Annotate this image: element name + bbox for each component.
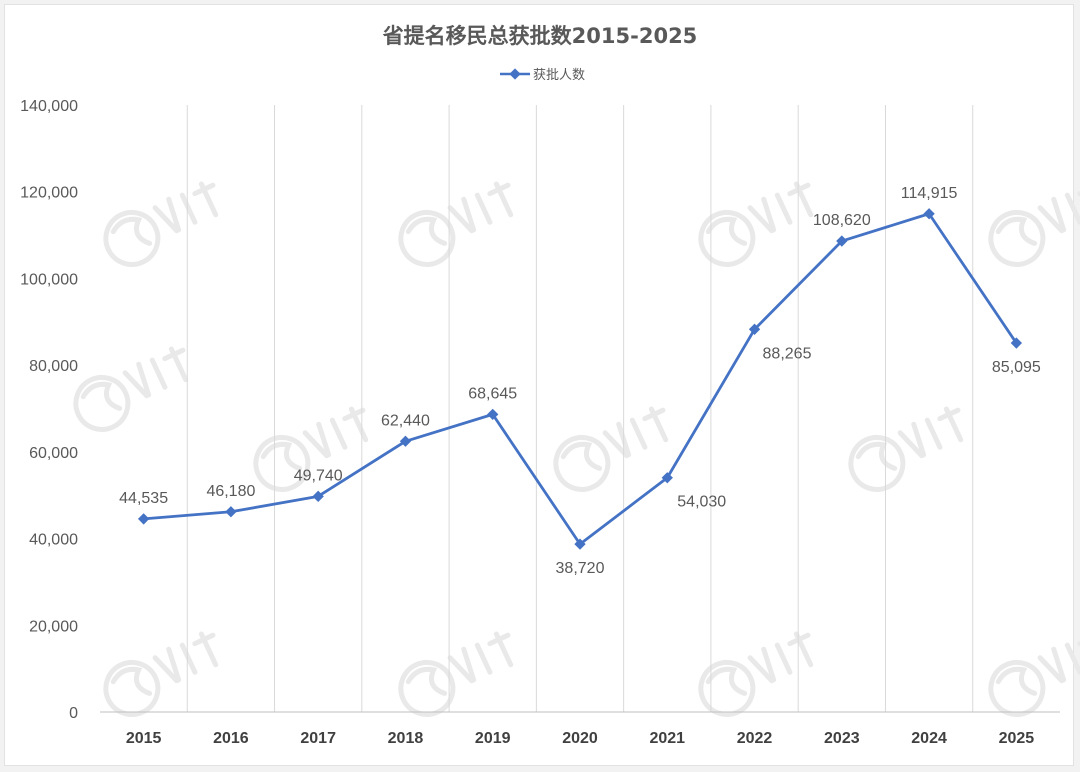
watermark-logo xyxy=(103,181,219,267)
data-point-marker xyxy=(487,408,499,421)
legend-diamond-icon xyxy=(509,68,521,80)
watermark-logo xyxy=(988,631,1080,717)
watermark-logo xyxy=(698,631,814,717)
watermark-logo xyxy=(253,406,369,492)
data-point-marker xyxy=(312,490,324,502)
y-tick-label: 40,000 xyxy=(29,532,78,549)
chart-frame xyxy=(4,4,1074,766)
x-tick-label: 2023 xyxy=(824,730,860,747)
data-point-marker xyxy=(836,235,848,247)
y-tick-label: 20,000 xyxy=(29,618,78,635)
data-point-marker xyxy=(1010,337,1023,349)
series-line-group xyxy=(137,208,1023,550)
y-tick-label: 100,000 xyxy=(20,271,78,288)
x-tick-label: 2021 xyxy=(649,730,685,747)
legend: 获批人数 xyxy=(500,68,585,83)
watermark-layer xyxy=(73,181,1080,717)
watermark-logo xyxy=(73,346,189,432)
watermark-logo xyxy=(398,181,514,267)
data-point-marker xyxy=(137,513,150,525)
chart-title: 省提名移民总获批数2015-2025 xyxy=(382,24,698,48)
data-label: 108,620 xyxy=(813,212,871,229)
data-label: 38,720 xyxy=(556,560,605,577)
x-tick-label: 2016 xyxy=(213,730,249,747)
y-tick-label: 0 xyxy=(69,705,78,722)
data-point-marker xyxy=(574,538,586,550)
data-point-marker xyxy=(923,208,935,220)
data-label: 46,180 xyxy=(206,483,255,500)
data-label: 54,030 xyxy=(677,494,726,511)
data-point-marker xyxy=(399,435,412,447)
data-label: 44,535 xyxy=(119,490,168,507)
watermark-logo xyxy=(398,631,514,717)
data-label: 88,265 xyxy=(763,345,812,362)
y-tick-label: 120,000 xyxy=(20,185,78,202)
data-point-marker xyxy=(225,506,237,518)
gridlines xyxy=(186,105,974,712)
x-tick-label: 2019 xyxy=(475,730,511,747)
x-tick-label: 2022 xyxy=(737,730,773,747)
legend-label: 获批人数 xyxy=(533,68,585,83)
data-point-marker xyxy=(748,323,761,335)
x-tick-label: 2015 xyxy=(126,730,162,747)
data-point-marker xyxy=(661,472,673,484)
watermark-logo xyxy=(848,406,964,492)
data-label: 62,440 xyxy=(381,412,430,429)
x-axis-ticks: 2015 2016 2017 2018 2019 2020 2021 2022 2023 2024… xyxy=(126,730,1034,747)
data-labels: 44,535 46,180 49,740 62,440 68,645 38,720 54,0… xyxy=(119,185,1041,577)
y-tick-label: 80,000 xyxy=(29,358,78,375)
y-tick-label: 140,000 xyxy=(20,98,78,115)
x-tick-label: 2017 xyxy=(300,730,336,747)
data-label: 49,740 xyxy=(294,467,343,484)
x-tick-label: 2024 xyxy=(911,730,947,747)
data-label: 68,645 xyxy=(468,385,517,402)
watermark-logo xyxy=(698,181,814,267)
data-label: 85,095 xyxy=(992,359,1041,376)
x-tick-label: 2025 xyxy=(999,730,1035,747)
watermark-logo xyxy=(103,631,219,717)
y-axis-ticks: 0 20,000 40,000 60,000 80,000 100,000 120,000 1… xyxy=(20,98,78,722)
watermark-logo xyxy=(988,181,1080,267)
x-tick-label: 2018 xyxy=(388,730,424,747)
y-tick-label: 60,000 xyxy=(29,445,78,462)
x-tick-label: 2020 xyxy=(562,730,598,747)
data-label: 114,915 xyxy=(901,185,958,202)
